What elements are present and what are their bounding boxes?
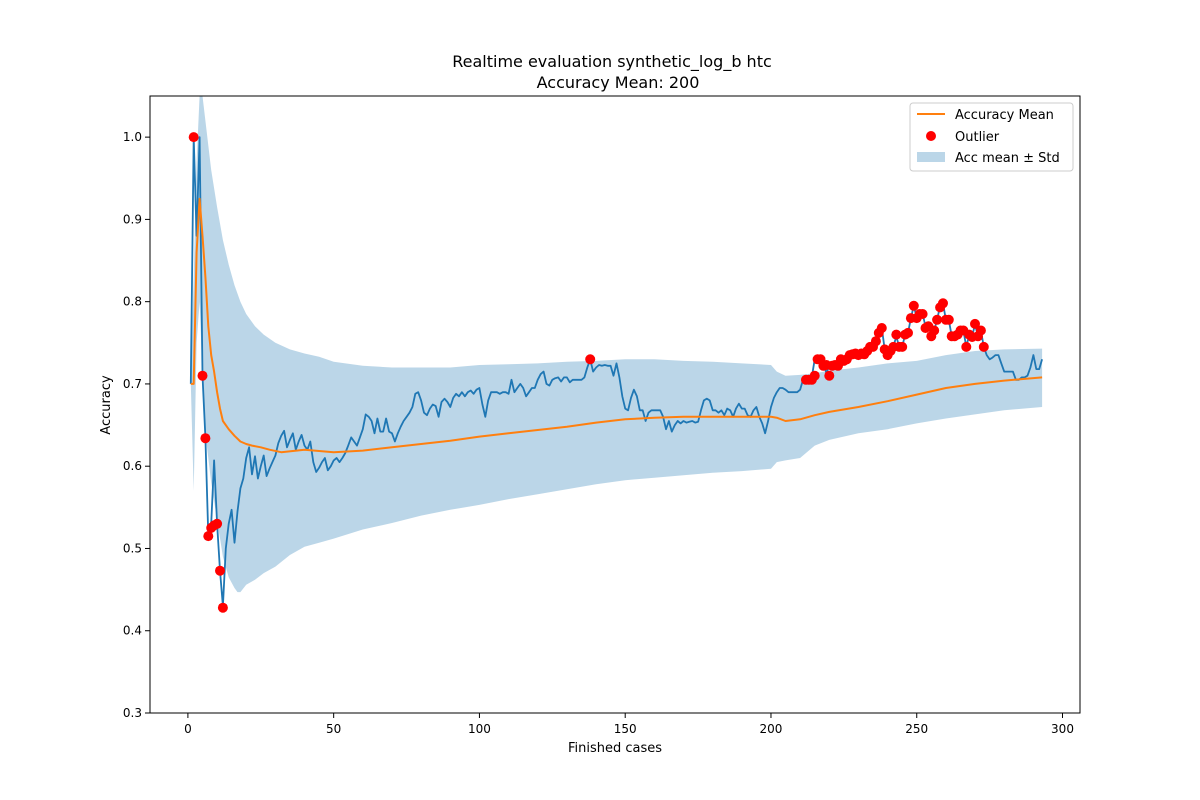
legend-mean-label: Accuracy Mean bbox=[955, 108, 1054, 123]
plot-frame bbox=[149, 95, 1081, 714]
x-tick-label: 300 bbox=[1051, 722, 1074, 736]
outlier-point bbox=[897, 341, 908, 352]
outlier-point bbox=[932, 314, 943, 325]
outlier-point bbox=[200, 433, 211, 444]
outlier-point bbox=[217, 602, 228, 613]
outlier-point bbox=[903, 327, 913, 338]
y-tick-label: 0.6 bbox=[123, 459, 142, 473]
outlier-point bbox=[212, 518, 223, 529]
y-tick-label: 1.0 bbox=[123, 130, 142, 144]
x-axis: 0 50 100 150 200 250 300 bbox=[184, 713, 1074, 736]
outlier-point bbox=[809, 370, 820, 381]
y-tick-label: 0.3 bbox=[123, 706, 142, 720]
x-tick-label: 0 bbox=[184, 722, 192, 736]
std-band bbox=[190, 96, 1043, 593]
accuracy-mean-line bbox=[190, 197, 1043, 454]
outlier-point bbox=[917, 309, 928, 319]
y-tick-label: 0.5 bbox=[123, 541, 142, 555]
outlier-point bbox=[908, 300, 919, 311]
outlier-point bbox=[215, 565, 225, 576]
outlier-point bbox=[943, 314, 954, 325]
legend-outlier-marker bbox=[926, 131, 936, 141]
outlier-point bbox=[197, 370, 208, 381]
outlier-point bbox=[876, 323, 887, 333]
outlier-point bbox=[938, 298, 948, 309]
outlier-point bbox=[975, 325, 986, 336]
outlier-point bbox=[585, 354, 596, 365]
y-tick-label: 0.7 bbox=[123, 377, 142, 391]
chart-subtitle: Accuracy Mean: 200 bbox=[537, 73, 700, 92]
outlier-point bbox=[870, 336, 881, 347]
y-tick-label: 0.4 bbox=[123, 624, 142, 638]
x-tick-label: 150 bbox=[614, 722, 637, 736]
y-axis: 0.3 0.4 0.5 0.6 0.7 0.8 0.9 1.0 bbox=[123, 130, 150, 720]
legend-band-swatch bbox=[917, 152, 945, 162]
outlier-point bbox=[929, 325, 940, 336]
plot-area bbox=[188, 96, 1043, 613]
outlier-point bbox=[961, 341, 972, 352]
legend: Accuracy Mean Outlier Acc mean ± Std bbox=[909, 102, 1074, 172]
y-tick-label: 0.8 bbox=[123, 295, 142, 309]
x-axis-label: Finished cases bbox=[568, 741, 662, 756]
y-tick-label: 0.9 bbox=[123, 212, 142, 226]
x-tick-label: 200 bbox=[760, 722, 783, 736]
x-tick-label: 250 bbox=[905, 722, 928, 736]
outlier-point bbox=[203, 531, 214, 542]
chart-title: Realtime evaluation synthetic_log_b htc bbox=[452, 52, 772, 72]
legend-outlier-label: Outlier bbox=[955, 130, 1000, 145]
outlier-point bbox=[891, 329, 902, 340]
legend-box bbox=[909, 102, 1074, 172]
outlier-point bbox=[970, 318, 980, 329]
y-axis-label: Accuracy bbox=[99, 375, 114, 435]
outlier-point bbox=[188, 132, 199, 143]
x-tick-label: 50 bbox=[326, 722, 341, 736]
outlier-point bbox=[824, 370, 835, 381]
legend-band-label: Acc mean ± Std bbox=[955, 151, 1060, 166]
x-tick-label: 100 bbox=[468, 722, 491, 736]
outlier-point bbox=[978, 341, 989, 352]
